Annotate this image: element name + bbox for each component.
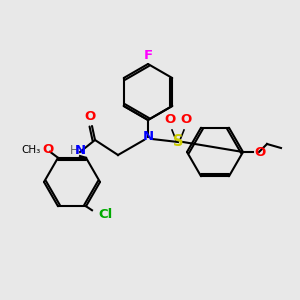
Text: F: F [143,49,153,62]
Text: O: O [164,113,175,126]
Text: O: O [180,113,192,126]
Text: Cl: Cl [98,208,112,221]
Text: O: O [42,143,54,156]
Text: N: N [74,145,86,158]
Text: O: O [84,110,96,123]
Text: O: O [254,146,265,158]
Text: N: N [142,130,154,143]
Text: H: H [70,145,78,158]
Text: CH₃: CH₃ [22,145,41,155]
Text: S: S [173,134,183,149]
